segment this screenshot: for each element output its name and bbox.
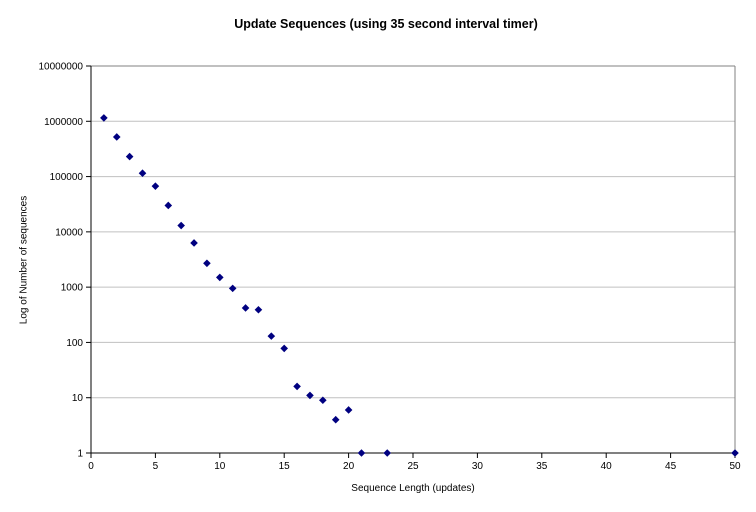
gridlines bbox=[91, 120, 735, 399]
data-point bbox=[254, 305, 263, 314]
data-point bbox=[228, 284, 237, 293]
data-point bbox=[112, 133, 121, 141]
x-tick-label: 20 bbox=[343, 461, 355, 472]
x-tick-label: 40 bbox=[601, 461, 613, 472]
data-point bbox=[267, 332, 276, 340]
x-tick-label: 5 bbox=[153, 461, 159, 472]
x-tick-label: 15 bbox=[279, 461, 291, 472]
x-tick-labels: 0 5 10 15 20 25 30 35 40 45 50 bbox=[88, 453, 741, 472]
data-point bbox=[293, 382, 301, 391]
y-tick-labels: 1 10 100 1000 10000 100000 1000000 10000000 bbox=[39, 62, 91, 460]
x-axis-label: Sequence Length (updates) bbox=[351, 483, 475, 494]
data-point bbox=[100, 114, 108, 122]
data-point bbox=[731, 449, 739, 457]
y-tick-label: 100 bbox=[66, 338, 83, 349]
x-tick-label: 10 bbox=[214, 461, 226, 472]
data-point bbox=[190, 239, 198, 247]
data-point bbox=[125, 152, 134, 161]
data-point bbox=[151, 182, 160, 190]
y-tick-label: 1 bbox=[77, 449, 83, 460]
data-point bbox=[331, 415, 340, 424]
chart-title: Update Sequences (using 35 second interv… bbox=[234, 17, 538, 31]
x-tick-label: 45 bbox=[665, 461, 677, 472]
y-tick-label: 10 bbox=[72, 393, 84, 404]
y-tick-label: 1000 bbox=[61, 283, 84, 294]
y-tick-label: 10000 bbox=[55, 227, 83, 238]
y-axis-label-text: Log of Number of sequences bbox=[18, 195, 30, 325]
data-point bbox=[383, 449, 392, 457]
data-points bbox=[100, 114, 739, 457]
data-point bbox=[344, 406, 353, 414]
x-tick-label: 25 bbox=[407, 461, 419, 472]
axes bbox=[90, 66, 735, 454]
data-point bbox=[306, 391, 314, 400]
x-tick-label: 50 bbox=[729, 461, 741, 472]
data-point bbox=[357, 449, 366, 457]
data-point bbox=[203, 259, 211, 268]
data-point bbox=[216, 273, 224, 282]
data-point bbox=[280, 344, 288, 353]
data-point bbox=[138, 169, 147, 178]
x-tick-label: 0 bbox=[88, 461, 94, 472]
y-tick-label: 100000 bbox=[50, 172, 84, 183]
x-tick-label: 35 bbox=[536, 461, 548, 472]
data-point bbox=[319, 396, 327, 405]
plot-frame bbox=[91, 65, 736, 453]
y-tick-label: 10000000 bbox=[39, 62, 84, 73]
y-tick-label: 1000000 bbox=[44, 117, 83, 128]
data-point bbox=[164, 201, 173, 210]
data-point bbox=[177, 221, 185, 230]
x-tick-label: 30 bbox=[472, 461, 484, 472]
data-point bbox=[241, 304, 250, 312]
